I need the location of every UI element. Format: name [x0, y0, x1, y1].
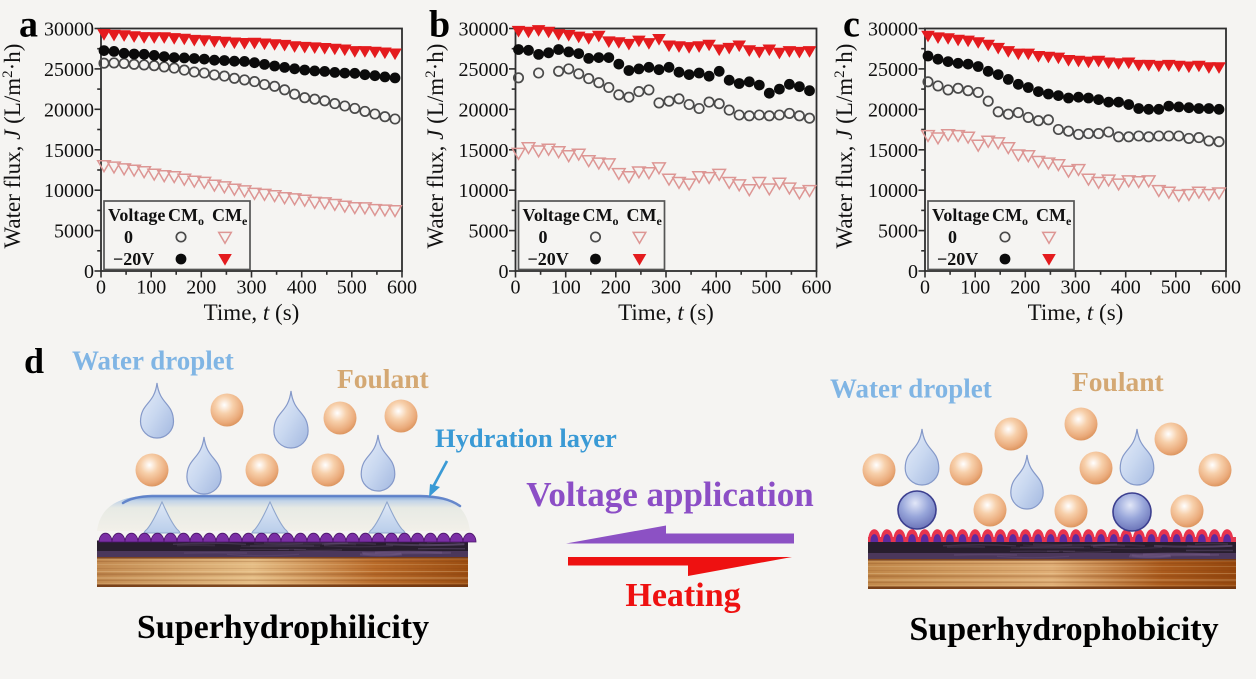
- svg-text:CMe: CMe: [212, 205, 248, 228]
- svg-text:0: 0: [948, 227, 957, 247]
- svg-text:CMo: CMo: [168, 205, 204, 228]
- svg-text:100: 100: [136, 277, 166, 299]
- svg-text:10000: 10000: [44, 180, 94, 202]
- svg-text:CMo: CMo: [583, 205, 619, 228]
- svg-text:20000: 20000: [459, 99, 509, 121]
- svg-text:Voltage: Voltage: [523, 205, 580, 225]
- svg-text:300: 300: [651, 277, 681, 299]
- svg-text:Foulant: Foulant: [337, 363, 430, 394]
- svg-text:Superhydrophilicity: Superhydrophilicity: [137, 609, 429, 646]
- svg-text:d: d: [24, 341, 44, 381]
- svg-text:Time, t (s): Time, t (s): [204, 300, 300, 325]
- svg-text:Water flux, J (L/m2·h): Water flux, J (L/m2·h): [423, 44, 448, 249]
- svg-text:500: 500: [751, 277, 781, 299]
- svg-text:0: 0: [539, 227, 548, 247]
- svg-text:Superhydrophobicity: Superhydrophobicity: [909, 611, 1218, 648]
- svg-text:0: 0: [511, 277, 521, 299]
- svg-text:0: 0: [96, 277, 106, 299]
- svg-text:0: 0: [124, 227, 133, 247]
- svg-text:0: 0: [908, 261, 918, 283]
- svg-text:Water flux, J (L/m2·h): Water flux, J (L/m2·h): [832, 44, 857, 249]
- svg-text:30000: 30000: [459, 19, 509, 41]
- svg-text:15000: 15000: [868, 140, 918, 162]
- svg-text:300: 300: [237, 277, 267, 299]
- svg-text:20000: 20000: [868, 99, 918, 121]
- svg-text:Water droplet: Water droplet: [72, 346, 234, 376]
- svg-text:30000: 30000: [44, 19, 94, 41]
- svg-text:Heating: Heating: [625, 577, 740, 614]
- svg-text:200: 200: [601, 277, 631, 299]
- svg-text:25000: 25000: [459, 59, 509, 81]
- svg-text:Hydration layer: Hydration layer: [435, 423, 617, 453]
- svg-text:400: 400: [287, 277, 317, 299]
- svg-text:Water droplet: Water droplet: [830, 374, 992, 404]
- svg-text:600: 600: [387, 277, 417, 299]
- svg-text:−20V: −20V: [937, 249, 978, 269]
- svg-text:600: 600: [802, 277, 832, 299]
- svg-text:300: 300: [1061, 277, 1091, 299]
- svg-text:10000: 10000: [459, 180, 509, 202]
- svg-text:−20V: −20V: [528, 249, 569, 269]
- svg-text:Voltage application: Voltage application: [526, 475, 814, 514]
- svg-text:15000: 15000: [459, 140, 509, 162]
- svg-text:100: 100: [960, 277, 990, 299]
- svg-text:200: 200: [1010, 277, 1040, 299]
- svg-text:Time, t (s): Time, t (s): [1028, 300, 1124, 325]
- svg-text:500: 500: [337, 277, 367, 299]
- svg-text:200: 200: [186, 277, 216, 299]
- svg-text:25000: 25000: [868, 59, 918, 81]
- svg-text:CMo: CMo: [992, 205, 1028, 228]
- svg-text:0: 0: [84, 261, 94, 283]
- svg-text:Foulant: Foulant: [1072, 366, 1165, 397]
- svg-text:CMe: CMe: [1036, 205, 1072, 228]
- svg-text:a: a: [19, 4, 38, 46]
- svg-text:100: 100: [551, 277, 581, 299]
- svg-text:400: 400: [701, 277, 731, 299]
- svg-text:5000: 5000: [878, 221, 918, 243]
- svg-text:Voltage: Voltage: [932, 205, 989, 225]
- svg-text:30000: 30000: [868, 19, 918, 41]
- svg-text:5000: 5000: [469, 221, 509, 243]
- svg-text:Time, t (s): Time, t (s): [618, 300, 714, 325]
- svg-text:Voltage: Voltage: [108, 205, 165, 225]
- svg-text:500: 500: [1161, 277, 1191, 299]
- svg-text:0: 0: [499, 261, 509, 283]
- svg-text:10000: 10000: [868, 180, 918, 202]
- svg-text:400: 400: [1111, 277, 1141, 299]
- svg-text:25000: 25000: [44, 59, 94, 81]
- svg-text:−20V: −20V: [113, 249, 154, 269]
- svg-text:15000: 15000: [44, 140, 94, 162]
- svg-text:Water flux, J (L/m2·h): Water flux, J (L/m2·h): [0, 44, 25, 249]
- svg-text:20000: 20000: [44, 99, 94, 121]
- svg-text:c: c: [843, 4, 860, 46]
- svg-text:0: 0: [920, 277, 930, 299]
- svg-text:CMe: CMe: [627, 205, 663, 228]
- svg-text:5000: 5000: [54, 221, 94, 243]
- svg-text:b: b: [429, 4, 450, 46]
- svg-text:600: 600: [1211, 277, 1241, 299]
